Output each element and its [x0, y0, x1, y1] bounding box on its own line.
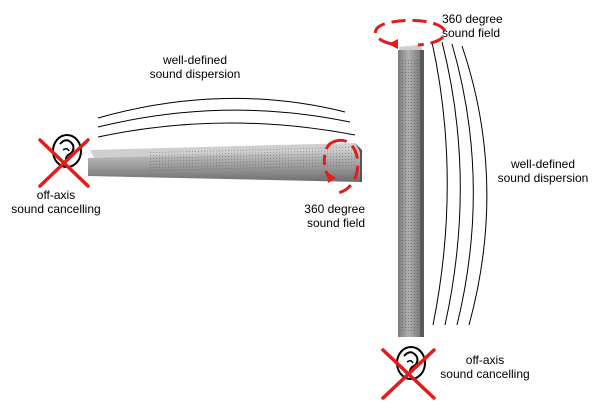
label-line: well-defined	[162, 53, 228, 67]
horizontal-dispersion-label: well-defined sound dispersion	[130, 53, 260, 81]
horizontal-off-axis-icon	[38, 134, 90, 188]
vertical-speaker	[398, 45, 424, 337]
vertical-off-axis-icon	[381, 346, 436, 400]
dispersion-arc-1	[97, 97, 346, 119]
vertical-cancel-label: off-axis sound cancelling	[430, 353, 540, 381]
label-line: 360 degree	[442, 12, 503, 26]
label-line: sound cancelling	[11, 202, 101, 216]
label-line: off-axis	[36, 188, 76, 202]
label-line: sound dispersion	[149, 67, 241, 81]
horizontal-360-field	[322, 138, 360, 195]
cross-icon	[381, 348, 436, 400]
label-line: 360 degree	[304, 202, 365, 216]
label-line: sound cancelling	[440, 367, 530, 381]
horizontal-field-label: 360 degree sound field	[280, 202, 365, 230]
dispersion-arc-3	[451, 43, 474, 326]
label-line: well-defined	[510, 157, 576, 171]
dispersion-arc-4	[461, 45, 488, 326]
label-line: off-axis	[465, 353, 505, 367]
label-line: sound dispersion	[497, 171, 589, 185]
horizontal-speaker	[88, 143, 362, 182]
vertical-speaker-group	[374, 18, 488, 400]
cross-icon	[38, 138, 90, 188]
dispersion-arc-1	[431, 41, 448, 326]
arrow-head-icon	[388, 39, 398, 49]
horizontal-cancel-label: off-axis sound cancelling	[0, 188, 112, 216]
vertical-360-field	[374, 18, 447, 49]
vertical-dispersion-label: well-defined sound dispersion	[488, 157, 598, 185]
arrow-head-icon	[327, 172, 336, 183]
horizontal-dispersion-arcs	[97, 97, 356, 138]
dispersion-arc-2	[441, 41, 461, 326]
vertical-dispersion-arcs	[431, 41, 488, 326]
dispersion-arc-3	[97, 122, 356, 138]
vertical-field-label: 360 degree sound field	[442, 12, 532, 40]
label-line: sound field	[442, 26, 501, 40]
dispersion-arc-2	[97, 109, 351, 128]
label-line: sound field	[306, 216, 365, 230]
horizontal-speaker-group	[38, 97, 362, 195]
